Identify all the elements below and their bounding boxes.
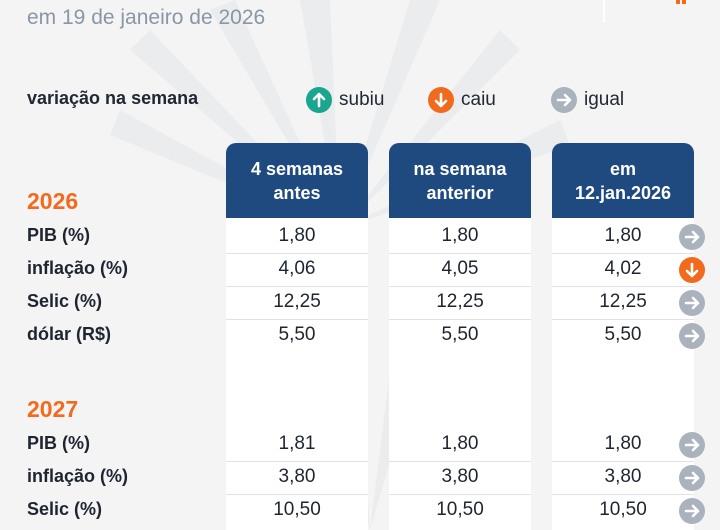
table-cell: 1,80 [604,225,642,246]
legend-item-caiu: caiu [428,87,496,113]
column-body-12-jan [552,218,694,530]
table-cell: 5,50 [441,324,479,345]
row-divider [226,253,368,254]
column-header-line2: anterior [426,182,494,203]
legend-label-caiu: caiu [461,89,496,110]
row-label: Selic (%) [27,291,103,311]
table-cell: 3,80 [604,466,642,487]
row-label: PIB (%) [27,433,90,453]
table-cell: 4,05 [441,258,479,279]
row-divider [226,461,368,462]
arrow-right-icon [679,498,705,524]
table-cell: 3,80 [441,466,479,487]
column-header-line1: em [609,158,636,179]
table-cell: 4,06 [278,258,316,279]
row-divider [552,319,694,320]
column-header-4-semanas: 4 semanas antes [226,143,368,218]
arrow-right-icon [551,87,577,113]
arrow-down-icon [428,87,454,113]
row-divider [389,461,531,462]
table-cell: 3,80 [278,466,316,487]
row-divider [226,494,368,495]
divider-line [603,0,605,22]
row-divider [552,461,694,462]
row-divider [389,253,531,254]
table-cell: 10,50 [436,499,484,520]
arrow-right-icon [679,465,705,491]
page-subtitle: em 19 de janeiro de 2026 [27,6,266,29]
row-divider [552,253,694,254]
table-cell: 12,25 [599,291,647,312]
table-cell: 1,80 [441,433,479,454]
row-divider [552,494,694,495]
column-body-4-semanas [226,218,368,530]
column-header-line1: na semana [413,158,507,179]
table-cell: 4,02 [604,258,642,279]
table-cell: 12,25 [436,291,484,312]
table-cell: 1,81 [278,433,316,454]
row-divider [226,319,368,320]
legend-label-igual: igual [584,89,625,110]
arrow-up-icon [306,87,332,113]
section-year-2026: 2026 [27,188,79,214]
section-year-2027: 2027 [27,396,79,422]
column-header-line2: 12.jan.2026 [574,182,672,203]
row-divider [389,319,531,320]
row-label: dólar (R$) [27,324,112,344]
table-cell: 1,80 [278,225,316,246]
table-cell: 12,25 [273,291,321,312]
row-divider [389,286,531,287]
row-divider [552,286,694,287]
arrow-right-icon [679,224,705,250]
legend-item-subiu: subiu [306,87,384,113]
table-cell: 5,50 [278,324,316,345]
logo-fragment-icon [676,0,686,4]
arrow-right-icon [679,323,705,349]
table-cell: 10,50 [273,499,321,520]
table-cell: 1,80 [441,225,479,246]
row-label: inflação (%) [27,258,129,278]
row-divider [226,286,368,287]
table-cell: 5,50 [604,324,642,345]
row-label: Selic (%) [27,499,103,519]
legend-title: variação na semana [27,88,199,108]
row-divider [389,494,531,495]
column-header-semana-anterior: na semana anterior [389,143,531,218]
table-cell: 1,80 [604,433,642,454]
column-header-line1: 4 semanas [250,158,344,179]
column-header-line2: antes [273,182,321,203]
arrow-down-icon [679,257,705,283]
legend-item-igual: igual [551,87,624,113]
row-label: PIB (%) [27,225,90,245]
row-label: inflação (%) [27,466,129,486]
column-header-12-jan: em 12.jan.2026 [552,143,694,218]
arrow-right-icon [679,432,705,458]
table-cell: 10,50 [599,499,647,520]
column-body-semana-anterior [389,218,531,530]
arrow-right-icon [679,290,705,316]
legend-label-subiu: subiu [339,89,385,110]
